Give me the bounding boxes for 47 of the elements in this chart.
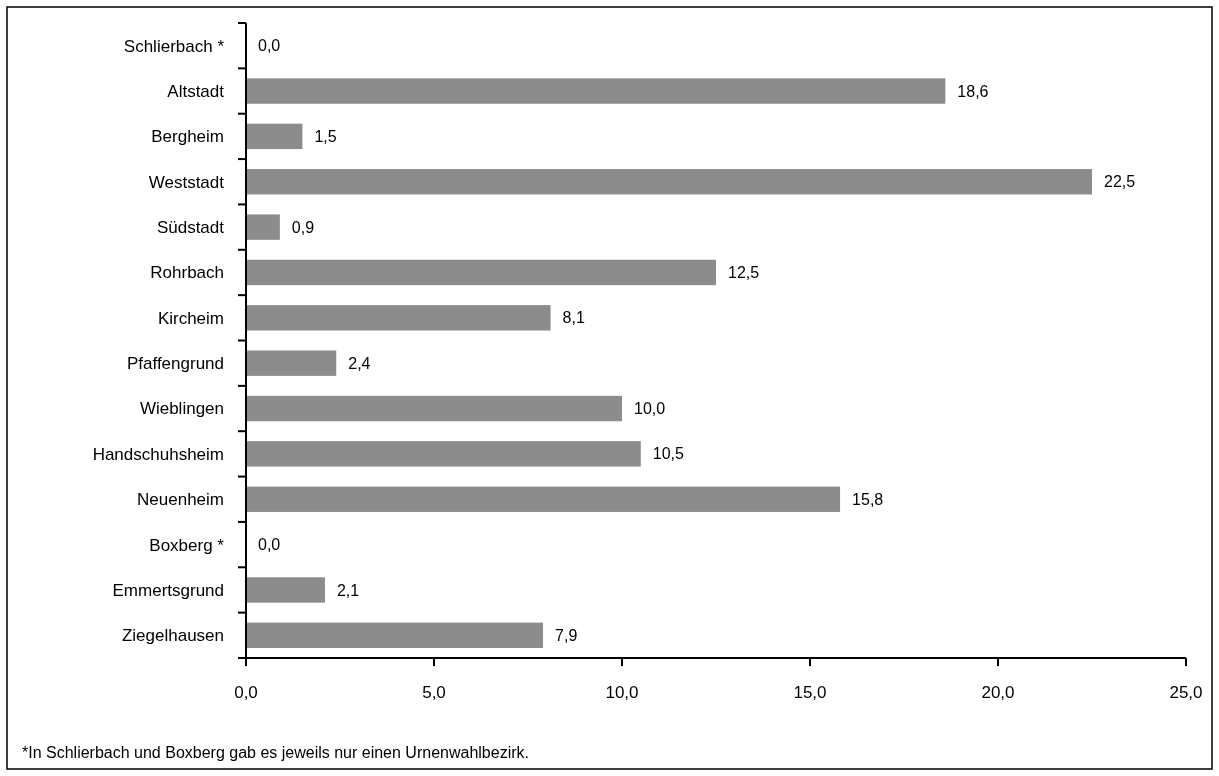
- y-tick-label: Wieblingen: [139, 399, 224, 419]
- data-label: 8,1: [562, 309, 585, 327]
- x-tick-label: 10,0: [605, 683, 639, 702]
- data-label: 22,5: [1104, 173, 1136, 191]
- y-tick-label: Südstadt: [156, 218, 225, 238]
- y-tick-label: Altstadt: [167, 81, 225, 101]
- y-tick-label: Emmertsgrund: [112, 580, 224, 600]
- bar: [246, 214, 280, 240]
- x-tick-label: 0,0: [234, 683, 258, 702]
- y-tick-label: Bergheim: [151, 127, 224, 147]
- y-tick-label: Ziegelhausen: [121, 626, 224, 646]
- bar: [246, 305, 551, 331]
- bar: [246, 169, 1092, 195]
- y-tick-label: Schlierbach *: [123, 36, 225, 56]
- y-tick-label: Handschuhsheim: [92, 444, 224, 464]
- bar: [246, 486, 841, 512]
- data-label: 15,8: [852, 490, 884, 508]
- data-label: 2,1: [336, 581, 360, 599]
- data-label: 2,4: [348, 354, 371, 372]
- bar: [246, 622, 544, 649]
- x-tick-label: 25,0: [1169, 683, 1203, 702]
- bar: [246, 395, 622, 422]
- y-tick-label: Boxberg *: [149, 535, 225, 555]
- y-tick-label: Pfaffengrund: [126, 354, 224, 374]
- bar: [246, 259, 716, 286]
- data-label: 0,0: [258, 37, 281, 55]
- data-label: 10,5: [652, 445, 685, 463]
- y-tick-label: Weststadt: [148, 172, 225, 192]
- y-tick-label: Kircheim: [157, 308, 224, 328]
- bar: [246, 441, 641, 467]
- bar: [246, 350, 337, 376]
- data-label: 1,5: [314, 127, 337, 145]
- x-tick-label: 20,0: [981, 683, 1015, 702]
- data-label: 0,0: [258, 536, 281, 554]
- bar: [246, 78, 946, 104]
- data-label: 10,0: [634, 400, 666, 418]
- bar: [246, 577, 325, 603]
- bar: [246, 123, 303, 150]
- x-tick-label: 15,0: [793, 683, 827, 702]
- y-tick-label: Rohrbach: [150, 263, 224, 283]
- x-tick-label: 5,0: [422, 683, 446, 702]
- y-tick-label: Neuenheim: [137, 490, 224, 510]
- data-label: 12,5: [728, 264, 760, 282]
- data-label: 0,9: [291, 218, 315, 236]
- data-label: 7,9: [555, 626, 578, 644]
- data-label: 18,6: [957, 82, 989, 100]
- text: *In Schlierbach und Boxberg gab es jeweils nur einen Urnenwahlbezirk.: [22, 744, 529, 761]
